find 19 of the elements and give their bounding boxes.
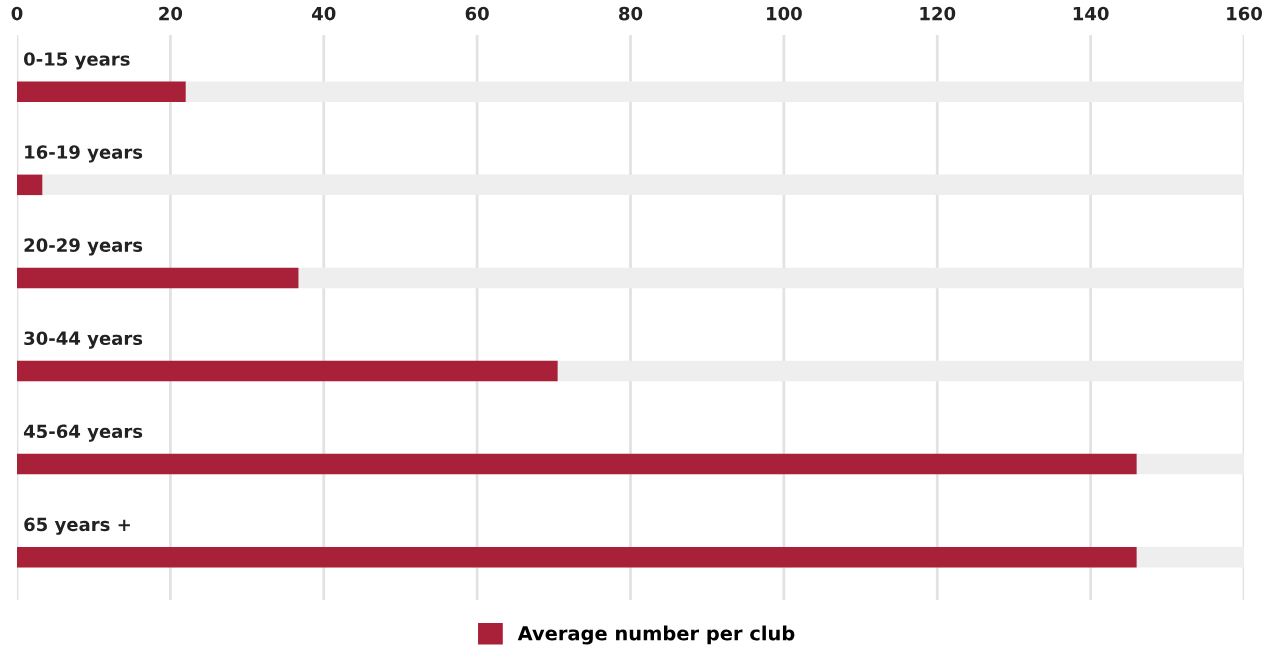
bar <box>17 174 43 196</box>
y-tick-label: 16-19 years <box>25 145 143 163</box>
y-tick-label: 20-29 years <box>24 238 143 256</box>
x-tick-label: 0 <box>11 6 23 21</box>
y-tick-label: 65 years + <box>24 517 130 535</box>
x-tick-label: 100 <box>767 6 802 21</box>
y-tick-label: 0-15 years <box>24 52 130 70</box>
x-tick-label: 20 <box>159 6 183 21</box>
bar <box>17 267 299 289</box>
x-tick-label: 40 <box>312 6 336 21</box>
x-tick-label: 160 <box>1227 6 1262 21</box>
x-tick-label: 140 <box>1073 6 1109 21</box>
legend-label: Average number per club <box>517 625 795 645</box>
x-tick-label: 60 <box>465 6 489 21</box>
x-tick-label: 120 <box>920 6 956 21</box>
bar <box>17 81 186 103</box>
x-tick-label: 80 <box>619 6 643 21</box>
y-tick-label: 45-64 years <box>23 424 143 442</box>
y-tick-label: 30-44 years <box>24 331 143 349</box>
